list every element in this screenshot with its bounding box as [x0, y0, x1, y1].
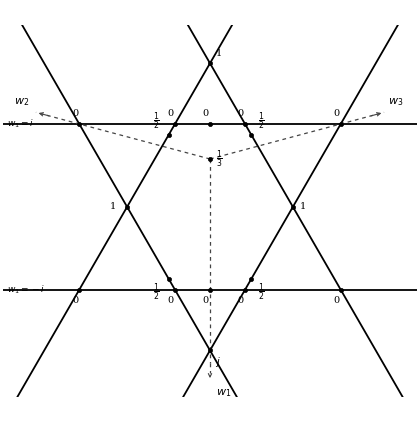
Text: 0: 0 [333, 295, 340, 305]
Text: $\frac{1}{2}$: $\frac{1}{2}$ [258, 282, 265, 303]
Text: $\frac{1}{3}$: $\frac{1}{3}$ [216, 148, 223, 170]
Text: 0: 0 [72, 295, 78, 305]
Text: 0: 0 [238, 109, 244, 118]
Text: 0: 0 [72, 109, 78, 118]
Text: $w_2$: $w_2$ [14, 96, 29, 108]
Text: 0: 0 [203, 109, 209, 118]
Text: $\frac{1}{2}$: $\frac{1}{2}$ [153, 110, 160, 132]
Text: 0: 0 [238, 295, 244, 305]
Text: 1: 1 [110, 203, 116, 211]
Text: $w_1=i$: $w_1=i$ [7, 118, 34, 130]
Text: $\frac{1}{2}$: $\frac{1}{2}$ [258, 110, 265, 132]
Text: $w_3$: $w_3$ [388, 96, 404, 108]
Text: $j$: $j$ [215, 355, 221, 369]
Text: 1: 1 [299, 203, 306, 211]
Text: 1: 1 [216, 49, 222, 58]
Text: $\frac{1}{2}$: $\frac{1}{2}$ [153, 282, 160, 303]
Text: 0: 0 [168, 295, 174, 305]
Text: 0: 0 [168, 109, 174, 118]
Text: 0: 0 [203, 295, 209, 305]
Text: $w_1=-i$: $w_1=-i$ [7, 284, 45, 296]
Text: 0: 0 [333, 109, 340, 118]
Text: $w_1$: $w_1$ [216, 387, 231, 399]
